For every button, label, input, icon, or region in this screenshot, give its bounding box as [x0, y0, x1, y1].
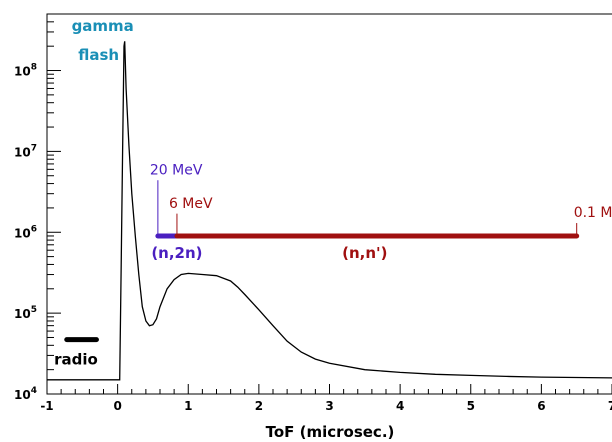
- y-tick-label: 107: [14, 143, 37, 159]
- annotation-group: gamma flash radio (n,2n) (n,n') 20 MeV 6 MeV 0.…: [54, 17, 612, 369]
- x-tick-label: 2: [255, 399, 263, 413]
- tof-spectrum-line: [47, 41, 612, 381]
- x-tick-label: 3: [325, 399, 333, 413]
- series-group: [47, 41, 612, 381]
- y-tick-label: 105: [14, 305, 37, 321]
- x-axis-title: ToF (microsec.): [266, 423, 395, 441]
- n2n-label: (n,2n): [151, 244, 202, 262]
- y-tick-label: 104: [14, 386, 37, 402]
- y-tick-label: 108: [14, 63, 37, 79]
- nnprime-label: (n,n'): [342, 244, 387, 262]
- gamma-label: gamma: [72, 17, 134, 35]
- x-tick-label: 4: [396, 399, 404, 413]
- e01-label: 0.1 MeV: [574, 205, 612, 221]
- plot-frame: [46, 13, 612, 395]
- flash-label: flash: [78, 46, 119, 64]
- x-tick-label: 1: [184, 399, 192, 413]
- x-tick-label: 0: [113, 399, 121, 413]
- y-tick-label: 106: [14, 224, 37, 240]
- e20-label: 20 MeV: [150, 162, 203, 178]
- x-tick-label: -1: [40, 399, 53, 413]
- x-tick-label: 6: [537, 399, 545, 413]
- x-tick-label: 7: [608, 399, 612, 413]
- radio-label: radio: [54, 351, 98, 369]
- e6-label: 6 MeV: [169, 196, 213, 212]
- x-tick-label: 5: [467, 399, 475, 413]
- x-axis-ticks: -1 0 1 2 3 4 5 6 7: [40, 384, 612, 413]
- y-axis-ticks: 104 105 106 107 108: [14, 13, 61, 402]
